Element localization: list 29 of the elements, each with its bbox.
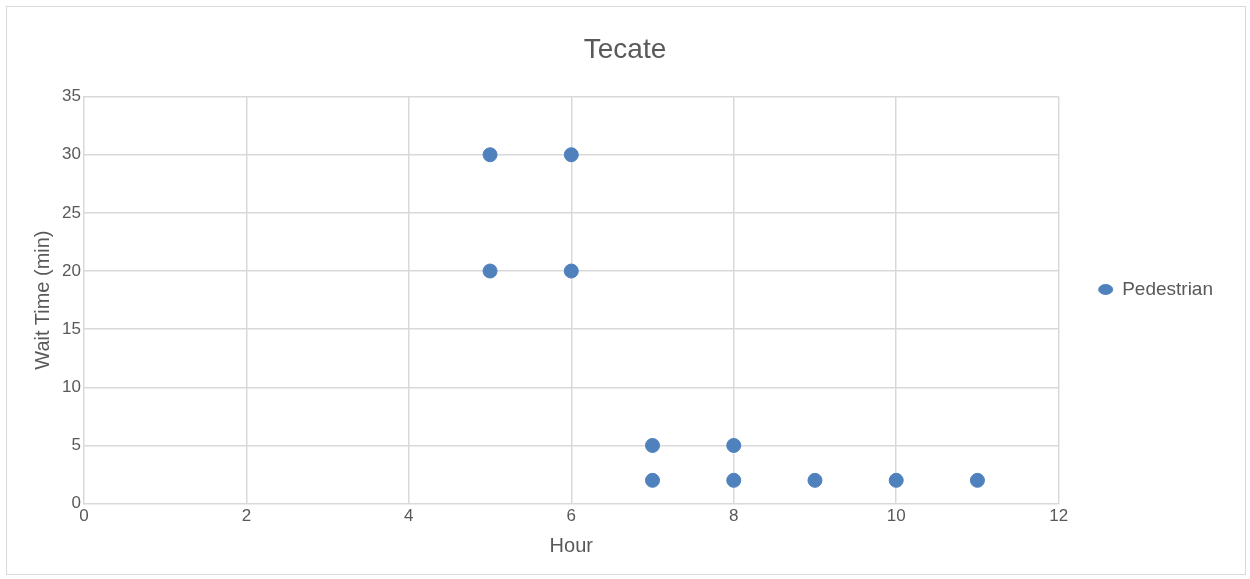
x-tick-label: 12 xyxy=(1049,506,1069,526)
point xyxy=(726,437,742,453)
chart-title: Tecate xyxy=(583,32,667,64)
point xyxy=(563,263,579,279)
y-tick-label: 0 xyxy=(71,493,81,513)
legend-label: Pedestrian xyxy=(1122,277,1214,299)
point xyxy=(645,437,661,453)
y-tick-label: 20 xyxy=(61,260,81,280)
point xyxy=(645,472,661,488)
x-tick-label: 2 xyxy=(241,506,252,526)
point xyxy=(888,472,904,488)
y-tick-label: 5 xyxy=(71,435,81,455)
point xyxy=(482,147,498,163)
x-tick-label: 6 xyxy=(566,506,577,526)
point xyxy=(807,472,823,488)
y-tick-label: 15 xyxy=(61,318,81,338)
x-tick-label: 4 xyxy=(404,506,414,526)
x-axis-title: Hour xyxy=(549,533,594,556)
y-axis-title: Wait Time (min) xyxy=(30,230,53,370)
point xyxy=(969,472,985,488)
y-tick-label: 35 xyxy=(61,86,81,106)
y-tick-label: 25 xyxy=(61,202,81,222)
y-tick-label: 10 xyxy=(61,377,81,396)
point xyxy=(482,263,498,279)
y-tick-label: 30 xyxy=(61,144,81,164)
x-tick-label: 10 xyxy=(886,506,906,526)
point xyxy=(563,147,579,163)
x-tick-label: 8 xyxy=(729,506,739,526)
point xyxy=(726,472,742,488)
